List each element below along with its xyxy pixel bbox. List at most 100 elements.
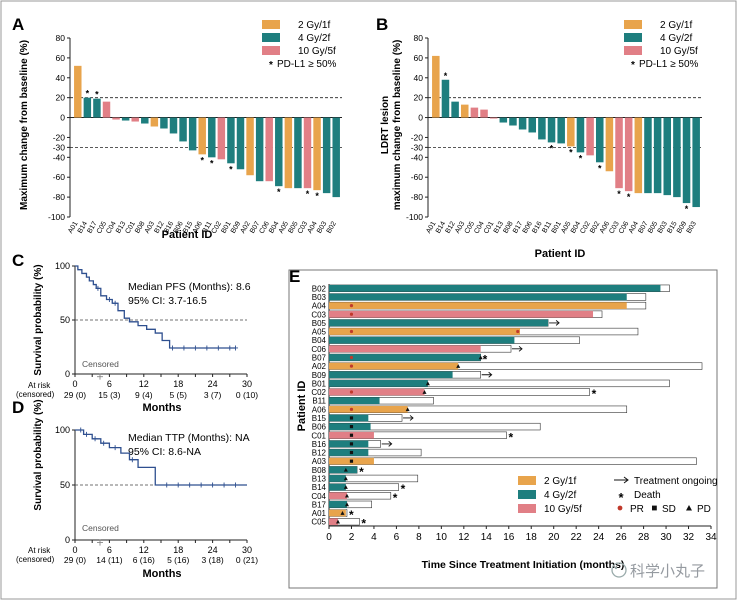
e-response-mark-25 bbox=[344, 502, 349, 507]
c-risk-3: 5 (5) bbox=[169, 390, 187, 400]
b-bar-16 bbox=[586, 117, 594, 156]
e-response-mark-20 bbox=[349, 459, 354, 463]
panel-a-chart: 806040200-20-30-40-60-80-100A01*B14*B17C… bbox=[48, 33, 342, 235]
b-bar-9 bbox=[518, 117, 527, 130]
b-bar-15 bbox=[576, 117, 585, 153]
c-x-tick-label-2: 12 bbox=[139, 379, 149, 389]
a-bar-1 bbox=[83, 97, 92, 118]
e-legend-ongoing-label: Treatment ongoing bbox=[634, 476, 718, 487]
d-censor-mark-11 bbox=[221, 482, 227, 488]
a-legend-swatch-1 bbox=[262, 33, 280, 42]
e-ongoing-arrow-7 bbox=[512, 345, 523, 352]
b-star-19: * bbox=[617, 189, 621, 199]
b-star-1: * bbox=[444, 71, 448, 81]
b-y-tick-label-0: 80 bbox=[414, 33, 424, 43]
c-censor-mark-4 bbox=[181, 345, 187, 351]
e-x-tick-label-7: 14 bbox=[481, 532, 493, 543]
a-star-2: * bbox=[95, 90, 99, 100]
c-censor-legend-mark bbox=[97, 373, 103, 380]
e-response-mark-27 bbox=[335, 519, 340, 524]
e-legend-swatch-1 bbox=[518, 490, 536, 499]
d-censor-mark-3 bbox=[101, 440, 107, 446]
watermark-icon bbox=[611, 562, 627, 578]
panel-c-ylabel: Survival probability (%) bbox=[33, 264, 44, 375]
e-ongoing-arrow-15 bbox=[403, 415, 414, 421]
panel-c-at-risk: At risk bbox=[28, 381, 51, 390]
a-bar-7 bbox=[141, 117, 149, 124]
e-x-tick-label-13: 26 bbox=[616, 532, 628, 543]
d-censor-mark-8 bbox=[187, 482, 193, 488]
b-legend-swatch-2 bbox=[624, 46, 642, 55]
e-y-label-5: A05 bbox=[312, 328, 327, 337]
b-bar-20 bbox=[624, 117, 633, 192]
a-legend-label-1: 4 Gy/2f bbox=[298, 33, 330, 44]
b-star-17: * bbox=[598, 163, 602, 173]
b-bar-22 bbox=[644, 117, 652, 194]
a-star-16: * bbox=[229, 164, 233, 174]
e-x-tick-label-12: 24 bbox=[593, 532, 605, 543]
e-ongoing-arrow-18 bbox=[381, 441, 393, 447]
d-risk-3: 5 (16) bbox=[167, 555, 189, 565]
e-x-tick-label-0: 0 bbox=[326, 532, 332, 543]
b-x-label-16: C02 bbox=[579, 220, 592, 235]
a-y-tick-label-6: -30 bbox=[53, 142, 66, 152]
d-y-tick-label-0: 0 bbox=[65, 535, 70, 545]
e-treatment-bar-25 bbox=[329, 501, 347, 508]
b-bar-11 bbox=[538, 117, 546, 140]
c-x-tick-label-0: 0 bbox=[72, 379, 77, 389]
e-treatment-bar-16 bbox=[329, 423, 371, 430]
a-legend-swatch-2 bbox=[262, 46, 280, 55]
b-bar-8 bbox=[509, 117, 517, 126]
panel-letter-d: D bbox=[12, 398, 24, 417]
a-bar-26 bbox=[322, 117, 331, 194]
b-bar-21 bbox=[634, 117, 643, 194]
a-legend-label-0: 2 Gy/1f bbox=[298, 20, 330, 31]
e-legend-death-icon: * bbox=[618, 490, 624, 505]
a-bar-17 bbox=[236, 117, 245, 170]
b-y-tick-label-10: -100 bbox=[406, 212, 423, 222]
b-legend-label-1: 4 Gy/2f bbox=[660, 33, 692, 44]
c-censor-mark-3 bbox=[169, 345, 175, 351]
d-censor-mark-2 bbox=[92, 436, 98, 442]
e-treatment-bar-10 bbox=[329, 371, 453, 379]
e-y-label-17: C01 bbox=[311, 431, 326, 440]
b-y-tick-label-8: -60 bbox=[411, 172, 424, 182]
panel-d-at-risk: At risk bbox=[28, 546, 51, 555]
panel-e-ylabel: Patient ID bbox=[296, 381, 308, 432]
e-response-mark-19 bbox=[349, 450, 354, 455]
e-treatment-bar-5 bbox=[329, 328, 520, 335]
c-risk-5: 0 (10) bbox=[236, 390, 258, 400]
e-response-mark2-8 bbox=[478, 355, 483, 360]
e-y-label-19: B12 bbox=[312, 449, 327, 458]
b-bar-27 bbox=[692, 117, 700, 208]
e-y-label-13: B11 bbox=[312, 397, 326, 406]
b-star-15: * bbox=[579, 153, 583, 163]
e-death-star-27: * bbox=[361, 517, 366, 531]
b-bar-17 bbox=[595, 117, 604, 163]
b-bar-5 bbox=[480, 109, 488, 118]
panel-a-xlabel: Patient ID bbox=[162, 229, 213, 241]
a-bar-8 bbox=[150, 117, 159, 127]
a-star-14: * bbox=[210, 158, 214, 168]
d-censor-mark-12 bbox=[233, 482, 239, 488]
d-risk-2: 6 (16) bbox=[133, 555, 155, 565]
d-censor-mark-5 bbox=[129, 457, 135, 463]
d-risk-1: 14 (11) bbox=[96, 555, 122, 565]
e-treatment-bar-14 bbox=[329, 405, 408, 413]
b-y-tick-label-7: -40 bbox=[411, 152, 424, 162]
c-y-tick-label-2: 100 bbox=[55, 261, 70, 271]
b-legend-star-label: PD-L1 ≥ 50% bbox=[639, 59, 699, 70]
e-x-tick-label-9: 18 bbox=[526, 532, 538, 543]
panel-e-xlabel: Time Since Treatment Initiation (months) bbox=[422, 559, 625, 571]
b-bar-4 bbox=[470, 107, 479, 118]
e-y-label-20: A03 bbox=[312, 457, 327, 466]
e-x-tick-label-16: 32 bbox=[683, 532, 695, 543]
a-bar-6 bbox=[131, 117, 139, 122]
panel-b-ylabel-line2: maximum change from baseline (%) bbox=[392, 40, 403, 211]
e-treatment-bar-13 bbox=[329, 397, 380, 405]
e-death-star-17: * bbox=[509, 430, 514, 444]
a-y-tick-label-8: -60 bbox=[53, 172, 66, 182]
e-response-mark-18 bbox=[349, 442, 354, 446]
e-x-tick-label-3: 6 bbox=[394, 532, 400, 543]
